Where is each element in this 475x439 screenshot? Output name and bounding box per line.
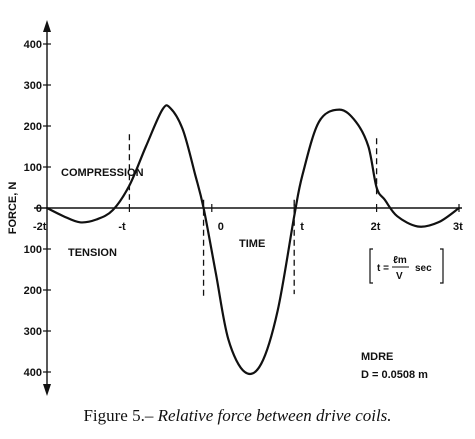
diameter-label: D = 0.0508 m	[361, 369, 428, 381]
figure-caption: Figure 5.– Relative force between drive …	[0, 406, 475, 426]
y-tick-label: 300	[24, 326, 42, 338]
formula-denominator: V	[396, 271, 403, 282]
x-tick-label: 3t	[453, 221, 463, 233]
y-tick-label: 200	[24, 121, 42, 133]
formula-box: t = ℓm V sec	[369, 248, 444, 284]
formula-numerator: ℓm	[393, 255, 407, 266]
formula-prefix: t =	[377, 263, 389, 274]
y-axis-arrow-up	[43, 20, 51, 32]
y-axis-arrow-down	[43, 384, 51, 396]
dashed-markers	[128, 134, 378, 299]
force-time-chart: 400 300 200 100 0 100 200 300 400 -2t -t 0 t 2t 3t FO…	[7, 20, 463, 396]
x-axis-label: TIME	[239, 238, 265, 250]
formula-left-bracket	[369, 248, 373, 284]
y-tick-label: 100	[24, 244, 42, 256]
y-axis-label: FORCE, N	[7, 182, 19, 235]
x-tick-label: 2t	[371, 221, 381, 233]
caption-label: Figure 5.–	[83, 406, 154, 425]
x-tick-label: -t	[118, 221, 126, 233]
axes	[34, 20, 462, 396]
formula-right-bracket	[440, 248, 444, 284]
tension-label: TENSION	[68, 247, 117, 259]
y-tick-label: 400	[24, 367, 42, 379]
x-tick-label: -2t	[33, 221, 47, 233]
compression-label: COMPRESSION	[61, 167, 144, 179]
mdre-label: MDRE	[361, 351, 393, 363]
y-tick-label: 300	[24, 80, 42, 92]
y-tick-label: 200	[24, 285, 42, 297]
y-tick-label: 100	[24, 162, 42, 174]
y-tick-label: 0	[36, 203, 42, 215]
y-tick-label: 400	[24, 39, 42, 51]
force-curve	[45, 104, 461, 376]
y-ticks: 400 300 200 100 0 100 200 300 400	[24, 39, 51, 379]
caption-text: Relative force between drive coils.	[157, 406, 392, 425]
x-tick-label: 0	[218, 221, 224, 233]
x-tick-label: t	[300, 221, 304, 233]
formula-unit: sec	[415, 263, 432, 274]
